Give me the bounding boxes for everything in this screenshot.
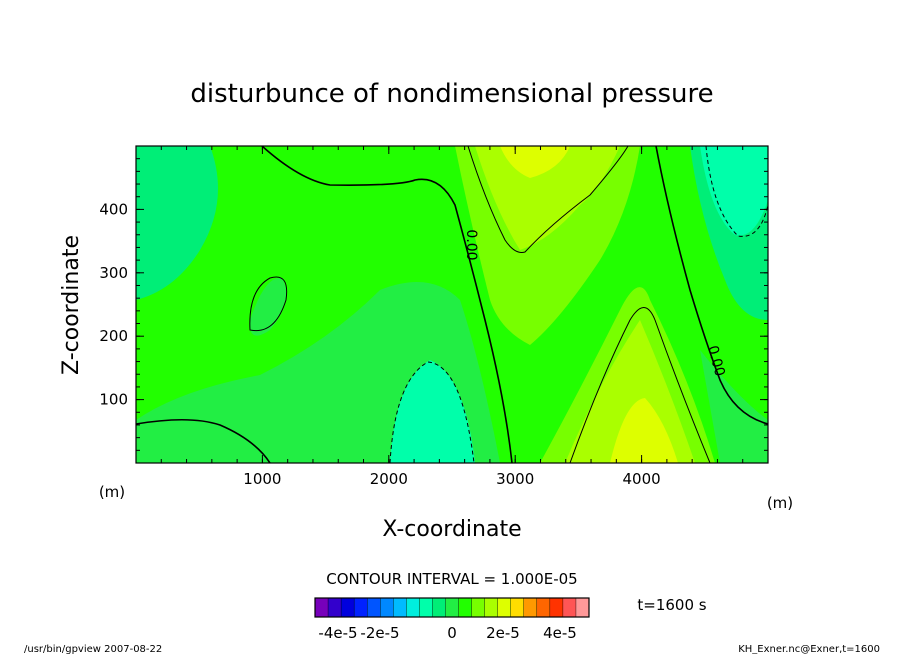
contour-field [136, 146, 768, 463]
x-unit-label: (m) [99, 483, 125, 501]
negative-region-right-low [700, 350, 768, 463]
colorbar-swatch [327, 597, 342, 618]
colorbar-swatch [380, 597, 394, 618]
y-tick-label: 300 [99, 264, 128, 282]
colorbar [314, 597, 590, 618]
zero-contour-right [655, 146, 768, 425]
chart-title: disturbunce of nondimensional pressure [190, 79, 713, 109]
x-axis-label: X-coordinate [382, 517, 521, 542]
colorbar-swatch [484, 597, 499, 618]
x-tick-label: 4000 [623, 470, 661, 488]
x-tick-label: 3000 [496, 470, 534, 488]
colorbar-swatch [497, 597, 512, 618]
positive-contour-upper [467, 146, 629, 253]
y-tick-label: 200 [99, 327, 128, 345]
negative-core-right-top [700, 146, 768, 236]
zero-contour-middle [261, 146, 513, 463]
negative-contour-right-top [705, 146, 768, 237]
y-tick-label: 100 [99, 391, 128, 409]
colorbar-swatch [471, 597, 486, 618]
y-tick-label: 400 [99, 200, 128, 218]
colorbar-swatch [458, 597, 473, 618]
colorbar-swatch [393, 597, 407, 618]
footer-left: /usr/bin/gpview 2007-08-22 [24, 644, 162, 654]
negative-core-bottom [390, 360, 475, 463]
colorbar-swatch [366, 597, 381, 618]
time-label: t=1600 s [637, 596, 706, 614]
contour-ellipse [249, 276, 288, 332]
negative-region-left-top [136, 146, 218, 300]
colorbar-tick-label: 0 [447, 624, 457, 642]
y-axis-label: Z-coordinate [59, 235, 84, 375]
contour-label: 0.00 [463, 229, 479, 260]
colorbar-swatch [432, 597, 446, 618]
negative-cell-ellipse [249, 277, 287, 336]
colorbar-tick-labels: -4e-5 -2e-5 0 2e-5 4e-5 [318, 624, 576, 642]
colorbar-tick-label: -4e-5 [318, 624, 357, 642]
colorbar-swatch [353, 597, 368, 618]
colorbar-tick-label: -2e-5 [360, 624, 399, 642]
colorbar-tick-label: 4e-5 [543, 624, 577, 642]
colorbar-swatch [549, 597, 564, 618]
zero-contour-lower-left [136, 418, 271, 463]
positive-peak-upper [500, 146, 570, 178]
colorbar-swatch [314, 597, 329, 618]
contour-label: 0.00 [704, 344, 728, 378]
footer-right: KH_Exner.nc@Exner,t=1600 [738, 644, 880, 654]
plot-frame [135, 145, 769, 464]
positive-contour-lower [569, 307, 711, 463]
colorbar-swatch [445, 597, 460, 618]
colorbar-swatch [575, 597, 590, 618]
contour-interval-label: CONTOUR INTERVAL = 1.000E-05 [326, 570, 577, 588]
colorbar-swatch [523, 597, 538, 618]
x-ticks: 1000 2000 3000 4000 [160, 146, 744, 488]
x-tick-label: 1000 [243, 470, 281, 488]
colorbar-swatch [562, 597, 577, 618]
colorbar-swatch [536, 597, 551, 618]
positive-core-upper [475, 146, 620, 250]
colorbar-tick-label: 2e-5 [486, 624, 520, 642]
colorbar-swatch [340, 597, 355, 618]
y-unit-label: (m) [767, 494, 793, 512]
colorbar-swatch [419, 597, 433, 618]
colorbar-frame [314, 597, 590, 618]
colorbar-swatch [406, 597, 420, 618]
y-ticks: 100 200 300 400 [99, 158, 768, 451]
colorbar-swatch [510, 597, 525, 618]
x-tick-label: 2000 [370, 470, 408, 488]
positive-peak-lower [610, 398, 678, 463]
